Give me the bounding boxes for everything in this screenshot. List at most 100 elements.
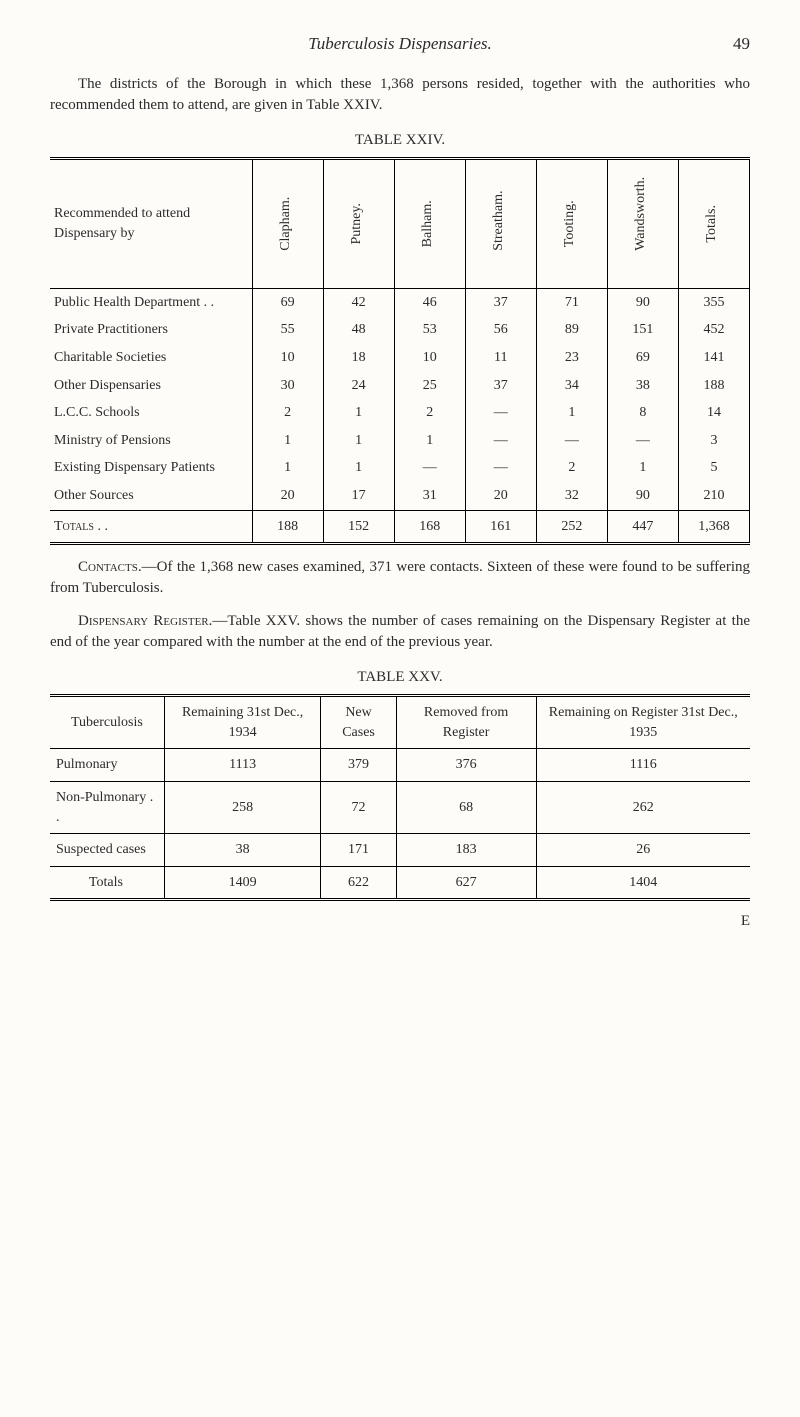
data-cell: 141 (678, 344, 749, 372)
totals-cell: 252 (536, 510, 607, 544)
data-cell: 210 (678, 482, 749, 510)
data-cell: 24 (323, 372, 394, 400)
row-label: L.C.C. Schools (50, 399, 252, 427)
data-cell: 38 (607, 372, 678, 400)
row-label: Non-Pulmonary . . (50, 781, 164, 833)
data-cell: 2 (536, 454, 607, 482)
data-cell: 20 (252, 482, 323, 510)
signature-letter: E (50, 911, 750, 932)
data-cell: 31 (394, 482, 465, 510)
col-putney: Putney. (323, 158, 394, 288)
table-row: Charitable Societies101810112369141 (50, 344, 750, 372)
data-cell: 17 (323, 482, 394, 510)
data-cell: 1 (607, 454, 678, 482)
page-number: 49 (710, 32, 750, 56)
col-clapham: Clapham. (252, 158, 323, 288)
row-label: Pulmonary (50, 749, 164, 782)
data-cell: 37 (465, 288, 536, 316)
data-cell: 37 (465, 372, 536, 400)
col-balham: Balham. (394, 158, 465, 288)
data-cell: 68 (396, 781, 536, 833)
row-label: Public Health Department . . (50, 288, 252, 316)
data-cell: 1113 (164, 749, 321, 782)
data-cell: 14 (678, 399, 749, 427)
col-tooting: Tooting. (536, 158, 607, 288)
totals-cell: 447 (607, 510, 678, 544)
table-row: Public Health Department . .694246377190… (50, 288, 750, 316)
table-row: Existing Dispensary Patients11——215 (50, 454, 750, 482)
data-cell: 1404 (536, 866, 750, 900)
totals-label: Totals . . (54, 519, 108, 534)
data-cell: 183 (396, 834, 536, 867)
totals-cell: 188 (252, 510, 323, 544)
data-cell: 18 (323, 344, 394, 372)
data-cell: 72 (321, 781, 396, 833)
data-cell: 3 (678, 427, 749, 455)
data-cell: 262 (536, 781, 750, 833)
running-head: Tuberculosis Dispensaries. (90, 32, 710, 56)
intro-paragraph: The districts of the Borough in which th… (50, 74, 750, 116)
data-cell: 5 (678, 454, 749, 482)
data-cell: — (465, 454, 536, 482)
data-cell: 2 (252, 399, 323, 427)
table-xxv: Tuberculosis Remaining 31st Dec., 1934 N… (50, 694, 750, 901)
data-cell: 23 (536, 344, 607, 372)
table-row: Ministry of Pensions111———3 (50, 427, 750, 455)
data-cell: 56 (465, 316, 536, 344)
totals-cell: 161 (465, 510, 536, 544)
data-cell: 30 (252, 372, 323, 400)
row-label: Other Sources (50, 482, 252, 510)
row-label: Suspected cases (50, 834, 164, 867)
data-cell: 25 (394, 372, 465, 400)
data-cell: 89 (536, 316, 607, 344)
contacts-paragraph: Contacts.—Of the 1,368 new cases examine… (50, 557, 750, 599)
data-cell: 1 (323, 399, 394, 427)
data-cell: 26 (536, 834, 750, 867)
data-cell: — (465, 427, 536, 455)
xxv-col-remaining-1934: Remaining 31st Dec., 1934 (164, 696, 321, 749)
data-cell: 258 (164, 781, 321, 833)
data-cell: 1 (252, 427, 323, 455)
data-cell: 34 (536, 372, 607, 400)
data-cell: 355 (678, 288, 749, 316)
data-cell: 38 (164, 834, 321, 867)
table-row: Other Dispensaries302425373438188 (50, 372, 750, 400)
data-cell: 20 (465, 482, 536, 510)
xxv-col-removed: Removed from Register (396, 696, 536, 749)
page-header: Tuberculosis Dispensaries. 49 (50, 32, 750, 56)
data-cell: 53 (394, 316, 465, 344)
col-streatham: Streatham. (465, 158, 536, 288)
table-row: Totals14096226271404 (50, 866, 750, 900)
data-cell: 55 (252, 316, 323, 344)
data-cell: 90 (607, 482, 678, 510)
data-cell: 622 (321, 866, 396, 900)
data-cell: 42 (323, 288, 394, 316)
data-cell: 32 (536, 482, 607, 510)
row-label: Charitable Societies (50, 344, 252, 372)
data-cell: 69 (607, 344, 678, 372)
data-cell: 1 (252, 454, 323, 482)
data-cell: 1 (323, 427, 394, 455)
data-cell: 69 (252, 288, 323, 316)
dispensary-register-paragraph: Dispensary Register.—Table XXV. shows th… (50, 611, 750, 653)
totals-cell: 1,368 (678, 510, 749, 544)
data-cell: 627 (396, 866, 536, 900)
table-xxv-caption: TABLE XXV. (50, 667, 750, 688)
data-cell: 10 (394, 344, 465, 372)
data-cell: 46 (394, 288, 465, 316)
table-row: Suspected cases3817118326 (50, 834, 750, 867)
contacts-text: —Of the 1,368 new cases examined, 371 we… (50, 559, 750, 596)
data-cell: 1116 (536, 749, 750, 782)
table-row: Private Practitioners5548535689151452 (50, 316, 750, 344)
data-cell: 2 (394, 399, 465, 427)
data-cell: 90 (607, 288, 678, 316)
xxv-col-new-cases: New Cases (321, 696, 396, 749)
contacts-lead: Contacts. (78, 559, 142, 575)
data-cell: 8 (607, 399, 678, 427)
data-cell: 11 (465, 344, 536, 372)
data-cell: 48 (323, 316, 394, 344)
table-row: L.C.C. Schools212—1814 (50, 399, 750, 427)
data-cell: 376 (396, 749, 536, 782)
row-label: Private Practitioners (50, 316, 252, 344)
data-cell: — (465, 399, 536, 427)
